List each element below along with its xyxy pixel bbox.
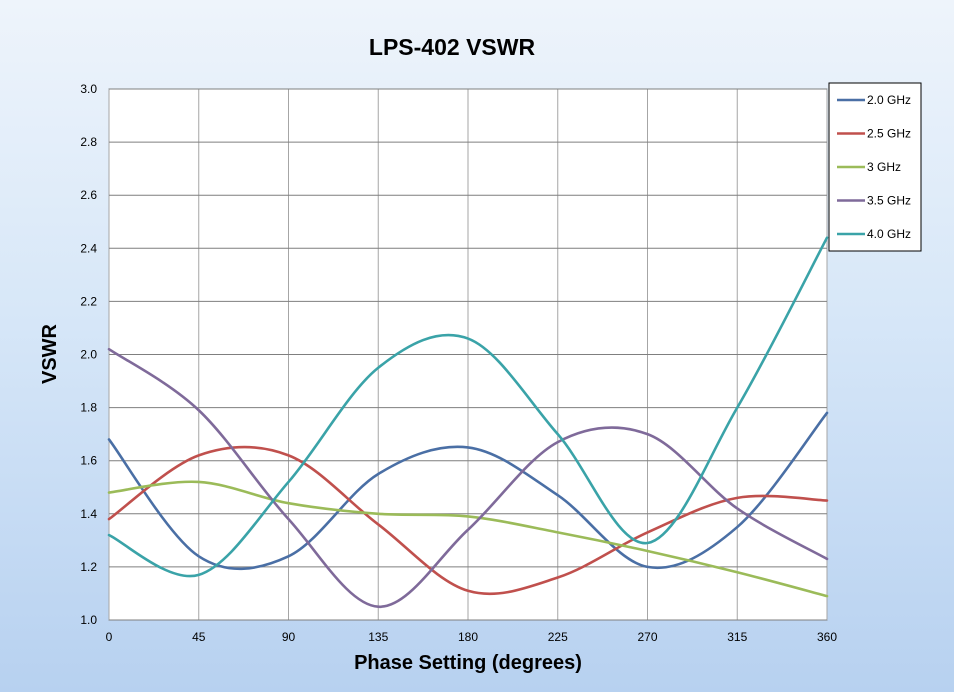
y-tick-label: 2.8: [80, 135, 97, 149]
legend-label: 3.5 GHz: [867, 194, 911, 208]
x-tick-label: 135: [368, 630, 388, 644]
x-tick-label: 180: [458, 630, 478, 644]
x-tick-label: 45: [192, 630, 206, 644]
x-tick-labels: 0 45 90 135 180 225 270 315 360: [106, 630, 838, 644]
y-tick-label: 1.6: [80, 454, 97, 468]
legend-label: 4.0 GHz: [867, 227, 911, 241]
series-line-2-5-ghz: [107, 445, 829, 596]
y-tick-label: 1.8: [80, 401, 97, 415]
x-tick-label: 270: [637, 630, 657, 644]
legend-label: 2.5 GHz: [867, 127, 911, 141]
y-tick-label: 2.2: [80, 294, 97, 308]
y-tick-label: 1.2: [80, 560, 97, 574]
legend: 2.0 GHz 2.5 GHz 3 GHz 3.5 GHz 4.0 GHz: [828, 82, 922, 252]
y-tick-label: 2.6: [80, 188, 97, 202]
x-tick-label: 0: [106, 630, 113, 644]
y-tick-label: 2.0: [80, 348, 97, 362]
x-tick-label: 90: [282, 630, 296, 644]
y-tick-label: 2.4: [80, 241, 97, 255]
x-tick-label: 225: [548, 630, 568, 644]
series-line-4-0-ghz: [107, 236, 829, 578]
chart-title: LPS-402 VSWR: [369, 34, 536, 60]
x-tick-label: 315: [727, 630, 747, 644]
x-tick-label: 360: [817, 630, 837, 644]
y-tick-label: 1.4: [80, 507, 97, 521]
y-tick-label: 1.0: [80, 613, 97, 627]
legend-items: 2.0 GHz 2.5 GHz 3 GHz 3.5 GHz 4.0 GHz: [837, 93, 911, 241]
y-tick-label: 3.0: [80, 82, 97, 96]
x-axis-label: Phase Setting (degrees): [354, 652, 582, 674]
series-line-3-ghz: [107, 480, 829, 598]
y-tick-labels: 1.0 1.2 1.4 1.6 1.8 2.0 2.2 2.4 2.6 2.8 3.0: [80, 82, 97, 627]
y-axis-label: VSWR: [39, 323, 61, 384]
series-line-3-5-ghz: [107, 347, 829, 609]
series-layer: [107, 236, 829, 609]
legend-label: 3 GHz: [867, 160, 901, 174]
legend-label: 2.0 GHz: [867, 93, 911, 107]
